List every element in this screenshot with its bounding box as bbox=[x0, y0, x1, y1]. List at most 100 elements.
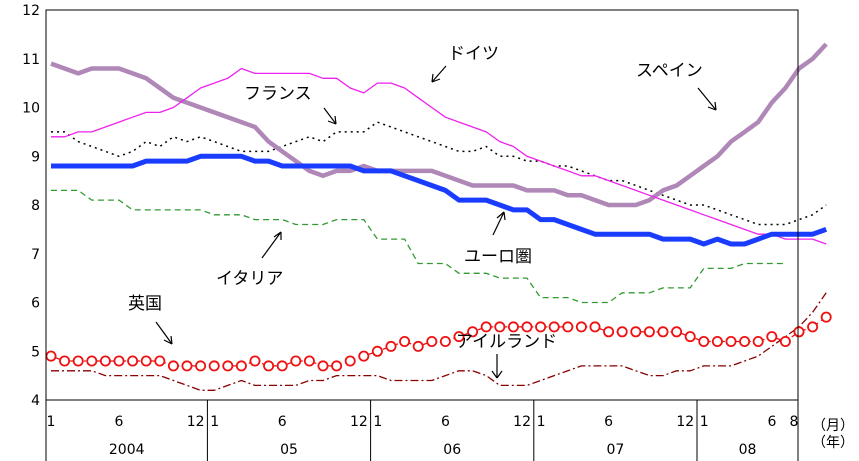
uk-marker bbox=[412, 340, 424, 352]
uk-marker bbox=[494, 321, 506, 333]
uk-marker bbox=[45, 350, 57, 362]
uk-marker bbox=[535, 321, 547, 333]
x-tick-label: 6 bbox=[768, 414, 777, 430]
arrow-doitsu bbox=[431, 65, 447, 83]
uk-marker bbox=[235, 360, 247, 372]
y-tick-label: 9 bbox=[31, 149, 40, 165]
uk-marker bbox=[249, 355, 261, 367]
x-tick-label: 1 bbox=[700, 414, 709, 430]
x-tick-label: 8 bbox=[790, 414, 799, 430]
y-tick-label: 6 bbox=[31, 296, 40, 312]
x-tick-label: 12 bbox=[676, 414, 694, 430]
arrowhead-euro bbox=[496, 211, 506, 221]
uk-marker bbox=[603, 326, 615, 338]
uk-marker bbox=[589, 321, 601, 333]
series-line-5 bbox=[50, 316, 827, 367]
uk-marker bbox=[358, 350, 370, 362]
series-label-ireland: アイルランド bbox=[456, 332, 557, 352]
annotations: ドイツ スペイン フランス ユーロ圏 イタリア 英国 アイルランド bbox=[128, 44, 717, 379]
arrowhead-spain bbox=[707, 101, 717, 111]
y-tick-label: 11 bbox=[22, 52, 40, 68]
uk-marker bbox=[72, 355, 84, 367]
uk-marker bbox=[616, 326, 628, 338]
series-label-doitsu: ドイツ bbox=[448, 44, 499, 64]
y-tick-label: 7 bbox=[31, 247, 40, 263]
y-tick-label: 10 bbox=[22, 101, 40, 117]
arrow-euro bbox=[492, 211, 505, 236]
uk-marker bbox=[507, 321, 519, 333]
y-tick-label: 12 bbox=[22, 3, 40, 19]
uk-marker bbox=[86, 355, 98, 367]
y-tick-label: 8 bbox=[31, 198, 40, 214]
uk-marker bbox=[684, 331, 696, 343]
year-label: 06 bbox=[443, 442, 461, 458]
plot-frame bbox=[45, 9, 799, 401]
uk-marker bbox=[140, 355, 152, 367]
arrow-france bbox=[323, 107, 337, 125]
y-axis: 4 5 6 7 8 9 10 11 12 bbox=[22, 3, 40, 409]
uk-marker bbox=[766, 331, 778, 343]
axis-unit-year: （年） bbox=[812, 435, 854, 451]
series-label-uk: 英国 bbox=[128, 294, 162, 314]
series-line-1 bbox=[51, 67, 827, 245]
arrow-italy bbox=[261, 231, 282, 259]
uk-marker bbox=[467, 326, 479, 338]
series-layer bbox=[45, 42, 832, 391]
x-tick-label: 6 bbox=[441, 414, 450, 430]
uk-marker bbox=[739, 335, 751, 347]
uk-marker bbox=[453, 331, 465, 343]
uk-marker bbox=[725, 335, 737, 347]
uk-marker bbox=[521, 321, 533, 333]
uk-marker bbox=[711, 335, 723, 347]
uk-marker bbox=[480, 321, 492, 333]
uk-marker bbox=[562, 321, 574, 333]
series-line-2 bbox=[51, 121, 827, 226]
x-tick-label: 6 bbox=[604, 414, 613, 430]
uk-marker bbox=[575, 321, 587, 333]
uk-marker bbox=[181, 360, 193, 372]
uk-marker bbox=[439, 335, 451, 347]
uk-marker bbox=[344, 355, 356, 367]
uk-marker bbox=[752, 335, 764, 347]
uk-marker bbox=[807, 321, 819, 333]
x-tick-label: 1 bbox=[537, 414, 546, 430]
series-label-italy: イタリア bbox=[216, 269, 283, 289]
uk-marker bbox=[276, 360, 288, 372]
x-tick-label: 6 bbox=[278, 414, 287, 430]
x-tick-label: 12 bbox=[187, 414, 205, 430]
x-tick-label: 12 bbox=[350, 414, 368, 430]
arrow-uk bbox=[155, 321, 173, 345]
arrow-spain bbox=[697, 87, 717, 111]
uk-marker bbox=[127, 355, 139, 367]
uk-marker bbox=[167, 360, 179, 372]
uk-marker bbox=[154, 355, 166, 367]
series-line-4 bbox=[51, 189, 786, 304]
uk-marker bbox=[263, 360, 275, 372]
year-label: 2004 bbox=[109, 442, 145, 458]
arrowhead-italy bbox=[273, 231, 282, 240]
series-label-spain: スペイン bbox=[636, 61, 703, 81]
uk-marker bbox=[820, 311, 832, 323]
y-tick-label: 4 bbox=[31, 393, 40, 409]
uk-marker bbox=[548, 321, 560, 333]
uk-marker bbox=[222, 360, 234, 372]
year-label: 07 bbox=[606, 442, 624, 458]
x-tick-label: 1 bbox=[210, 414, 219, 430]
x-tick-label: 1 bbox=[47, 414, 56, 430]
uk-marker bbox=[643, 326, 655, 338]
uk-marker bbox=[779, 335, 791, 347]
year-label: 08 bbox=[739, 442, 757, 458]
series-line-3 bbox=[51, 153, 828, 247]
axis-unit-month: （月） bbox=[812, 418, 854, 434]
uk-marker bbox=[113, 355, 125, 367]
arrowhead-ireland bbox=[491, 370, 503, 379]
uk-marker bbox=[657, 326, 669, 338]
series-label-france: フランス bbox=[244, 84, 312, 104]
y-tick-label: 5 bbox=[31, 344, 40, 360]
uk-marker bbox=[317, 360, 329, 372]
uk-marker bbox=[426, 335, 438, 347]
uk-marker bbox=[793, 326, 805, 338]
x-tick-label: 12 bbox=[513, 414, 531, 430]
uk-marker bbox=[698, 335, 710, 347]
